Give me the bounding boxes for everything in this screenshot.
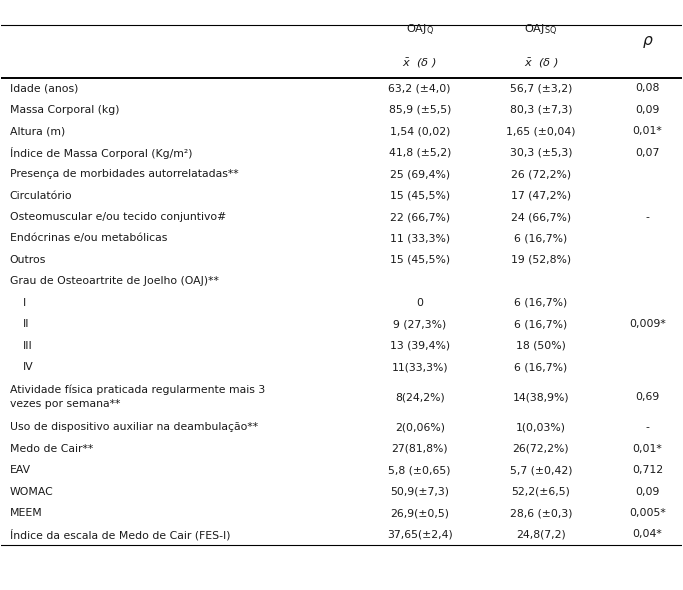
Text: 0,09: 0,09 [635,487,660,497]
Text: 6 (16,7%): 6 (16,7%) [514,298,568,308]
Text: 25 (69,4%): 25 (69,4%) [390,169,450,179]
Text: $\bar{x}$  ($\delta$ ): $\bar{x}$ ($\delta$ ) [524,57,558,70]
Text: 24 (66,7%): 24 (66,7%) [511,212,571,222]
Text: 15 (45,5%): 15 (45,5%) [390,255,450,265]
Text: 5,7 (±0,42): 5,7 (±0,42) [510,465,572,475]
Text: 0: 0 [416,298,423,308]
Text: -: - [645,212,650,222]
Text: 1(0,03%): 1(0,03%) [516,422,566,432]
Text: 30,3 (±5,3): 30,3 (±5,3) [510,148,572,158]
Text: 18 (50%): 18 (50%) [516,340,566,350]
Text: 14(38,9%): 14(38,9%) [512,392,569,402]
Text: 50,9(±7,3): 50,9(±7,3) [390,487,449,497]
Text: 24,8(7,2): 24,8(7,2) [516,529,566,539]
Text: 0,005*: 0,005* [629,508,666,518]
Text: Endócrinas e/ou metabólicas: Endócrinas e/ou metabólicas [10,234,167,244]
Text: Massa Corporal (kg): Massa Corporal (kg) [10,105,119,115]
Text: 0,009*: 0,009* [629,319,666,329]
Text: Circulatório: Circulatório [10,191,72,201]
Text: 0,01*: 0,01* [632,126,663,136]
Text: II: II [23,319,29,329]
Text: 2(0,06%): 2(0,06%) [395,422,445,432]
Text: 52,2(±6,5): 52,2(±6,5) [512,487,570,497]
Text: Altura (m): Altura (m) [10,126,65,136]
Text: 1,65 (±0,04): 1,65 (±0,04) [506,126,576,136]
Text: 27(81,8%): 27(81,8%) [391,444,448,454]
Text: Grau de Osteoartrite de Joelho (OAJ)**: Grau de Osteoartrite de Joelho (OAJ)** [10,276,219,286]
Text: Atividade física praticada regularmente mais 3: Atividade física praticada regularmente … [10,385,265,395]
Text: OAJ$_\mathrm{SQ}$: OAJ$_\mathrm{SQ}$ [525,23,557,38]
Text: 11(33,3%): 11(33,3%) [391,362,448,372]
Text: 26(72,2%): 26(72,2%) [512,444,569,454]
Text: 85,9 (±5,5): 85,9 (±5,5) [389,105,451,115]
Text: I: I [23,298,27,308]
Text: 37,65(±2,4): 37,65(±2,4) [387,529,453,539]
Text: 15 (45,5%): 15 (45,5%) [390,191,450,201]
Text: WOMAC: WOMAC [10,487,53,497]
Text: EAV: EAV [10,465,31,475]
Text: 63,2 (±4,0): 63,2 (±4,0) [389,83,451,93]
Text: 56,7 (±3,2): 56,7 (±3,2) [510,83,572,93]
Text: 41,8 (±5,2): 41,8 (±5,2) [389,148,451,158]
Text: $\bar{x}$  ($\delta$ ): $\bar{x}$ ($\delta$ ) [402,57,437,70]
Text: Índice da escala de Medo de Cair (FES-I): Índice da escala de Medo de Cair (FES-I) [10,529,230,540]
Text: 11 (33,3%): 11 (33,3%) [390,234,450,244]
Text: 17 (47,2%): 17 (47,2%) [511,191,571,201]
Text: MEEM: MEEM [10,508,42,518]
Text: 0,69: 0,69 [635,392,660,402]
Text: 28,6 (±0,3): 28,6 (±0,3) [510,508,572,518]
Text: OAJ$_\mathrm{Q}$: OAJ$_\mathrm{Q}$ [406,23,434,38]
Text: 5,8 (±0,65): 5,8 (±0,65) [389,465,451,475]
Text: 0,04*: 0,04* [632,529,663,539]
Text: -: - [645,422,650,432]
Text: Presença de morbidades autorrelatadas**: Presença de morbidades autorrelatadas** [10,169,238,179]
Text: IV: IV [23,362,34,372]
Text: 0,01*: 0,01* [632,444,663,454]
Text: 9 (27,3%): 9 (27,3%) [393,319,447,329]
Text: 26,9(±0,5): 26,9(±0,5) [390,508,449,518]
Text: 0,09: 0,09 [635,105,660,115]
Text: 6 (16,7%): 6 (16,7%) [514,319,568,329]
Text: 6 (16,7%): 6 (16,7%) [514,234,568,244]
Text: 13 (39,4%): 13 (39,4%) [390,340,450,350]
Text: 22 (66,7%): 22 (66,7%) [390,212,450,222]
Text: Osteomuscular e/ou tecido conjuntivo#: Osteomuscular e/ou tecido conjuntivo# [10,212,226,222]
Text: 6 (16,7%): 6 (16,7%) [514,362,568,372]
Text: Idade (anos): Idade (anos) [10,83,78,93]
Text: 0,08: 0,08 [635,83,660,93]
Text: 26 (72,2%): 26 (72,2%) [511,169,571,179]
Text: 8(24,2%): 8(24,2%) [395,392,445,402]
Text: 0,07: 0,07 [635,148,660,158]
Text: 80,3 (±7,3): 80,3 (±7,3) [510,105,572,115]
Text: 19 (52,8%): 19 (52,8%) [511,255,571,265]
Text: Uso de dispositivo auxiliar na deambulação**: Uso de dispositivo auxiliar na deambulaç… [10,422,257,432]
Text: Outros: Outros [10,255,46,265]
Text: $\rho$: $\rho$ [642,34,654,51]
Text: III: III [23,340,33,350]
Text: Índice de Massa Corporal (Kg/m²): Índice de Massa Corporal (Kg/m²) [10,147,192,159]
Text: 1,54 (0,02): 1,54 (0,02) [389,126,450,136]
Text: vezes por semana**: vezes por semana** [10,399,120,409]
Text: 0,712: 0,712 [632,465,663,475]
Text: Medo de Cair**: Medo de Cair** [10,444,93,454]
